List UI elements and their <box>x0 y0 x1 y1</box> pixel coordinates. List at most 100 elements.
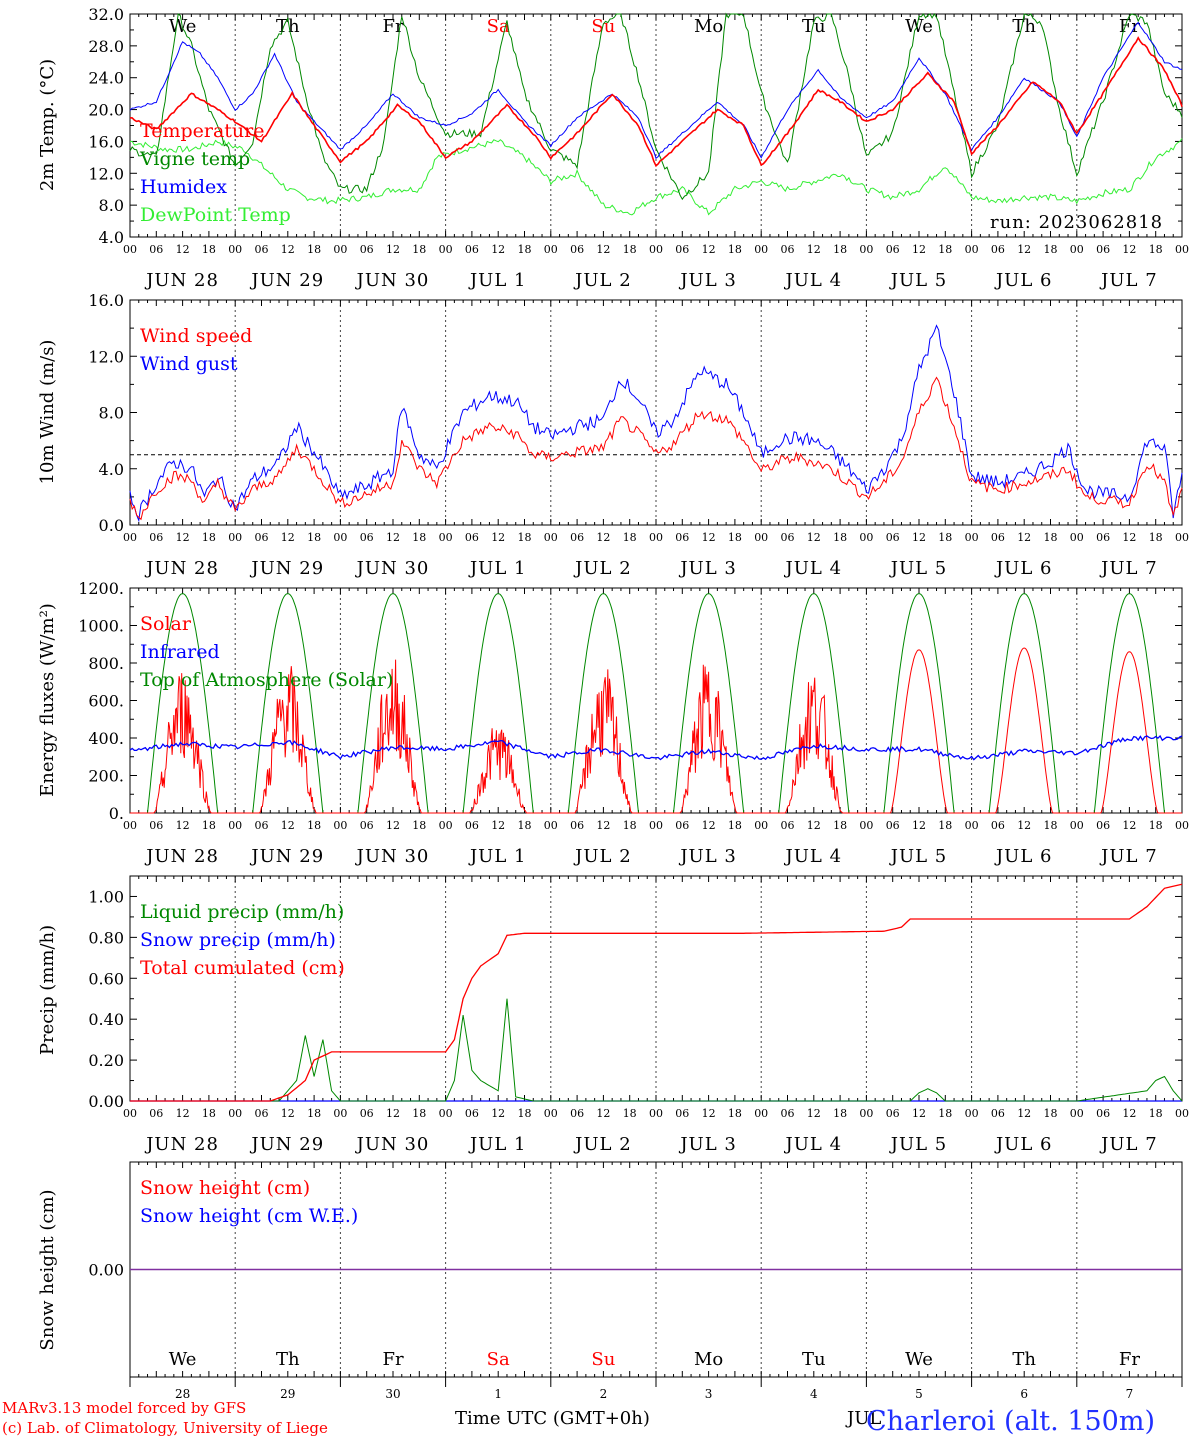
y-tick-label: 800. <box>88 654 124 673</box>
hour-tick-label: 00 <box>859 531 873 544</box>
hour-tick-label: 18 <box>307 531 321 544</box>
hour-tick-label: 12 <box>702 1107 716 1120</box>
legend-entry: DewPoint Temp <box>140 204 291 226</box>
hour-tick-label: 06 <box>675 819 689 832</box>
hour-tick-label: 18 <box>623 1107 637 1120</box>
hour-tick-label: 00 <box>649 243 663 256</box>
y-tick-label: 8.0 <box>99 196 124 215</box>
y-tick-label: 0.60 <box>88 969 124 988</box>
date-label: JUN 28 <box>144 558 219 579</box>
hour-tick-label: 00 <box>439 1107 453 1120</box>
y-tick-label: 24.0 <box>88 69 124 88</box>
date-label: JUL 3 <box>678 270 737 291</box>
hour-tick-label: 00 <box>1070 531 1084 544</box>
day-of-week-label: Tu <box>802 1349 826 1370</box>
hour-tick-label: 18 <box>623 531 637 544</box>
y-axis-label: Snow height (cm) <box>37 1189 58 1350</box>
date-label: JUN 30 <box>355 558 430 579</box>
credit-line-2: (c) Lab. of Climatology, University of L… <box>2 1419 328 1437</box>
day-of-week-label: Th <box>1012 16 1036 37</box>
hour-tick-label: 12 <box>912 819 926 832</box>
hour-tick-label: 18 <box>1149 819 1163 832</box>
hour-tick-label: 18 <box>728 243 742 256</box>
day-of-week-label: Mo <box>694 1349 723 1370</box>
hour-tick-label: 00 <box>333 1107 347 1120</box>
y-tick-label: 1200. <box>78 579 124 598</box>
hour-tick-label: 06 <box>149 243 163 256</box>
day-number-label: 1 <box>494 1387 502 1401</box>
hour-tick-label: 00 <box>649 531 663 544</box>
y-tick-label: 0.00 <box>88 1261 124 1280</box>
hour-tick-label: 18 <box>1149 1107 1163 1120</box>
hour-tick-label: 12 <box>386 819 400 832</box>
date-label: JUL 2 <box>573 1134 632 1155</box>
hour-tick-label: 18 <box>1044 243 1058 256</box>
date-label: JUL 4 <box>784 846 843 867</box>
hour-tick-label: 06 <box>149 819 163 832</box>
hour-tick-label: 06 <box>991 531 1005 544</box>
hour-tick-label: 06 <box>675 531 689 544</box>
day-of-week-label: Tu <box>802 16 826 37</box>
hour-tick-label: 06 <box>360 243 374 256</box>
legend-entry: Snow height (cm) <box>140 1177 310 1199</box>
hour-tick-label: 00 <box>333 243 347 256</box>
hour-tick-label: 18 <box>202 531 216 544</box>
panel-precip: 0.00 0.20 0.40 0.60 0.80 1.00 Precip (mm/h) 00 0… <box>37 875 1189 1155</box>
y-tick-label: 600. <box>88 692 124 711</box>
hour-tick-label: 12 <box>596 531 610 544</box>
hour-tick-label: 18 <box>938 1107 952 1120</box>
y-tick-label: 0.80 <box>88 928 124 947</box>
hour-tick-label: 06 <box>781 531 795 544</box>
legend-entry: Infrared <box>140 641 220 663</box>
hour-tick-label: 12 <box>596 243 610 256</box>
hour-tick-label: 00 <box>439 243 453 256</box>
hour-tick-label: 00 <box>228 819 242 832</box>
hour-tick-label: 12 <box>1122 819 1136 832</box>
hour-tick-label: 12 <box>596 819 610 832</box>
date-label: JUL 5 <box>889 270 948 291</box>
hour-tick-label: 00 <box>333 819 347 832</box>
series-line-total-cumulated <box>130 883 1183 1102</box>
y-tick-label: 0.20 <box>88 1051 124 1070</box>
hour-tick-label: 12 <box>281 819 295 832</box>
y-tick-label: 0.0 <box>99 516 124 535</box>
month-label: JUL <box>845 1408 881 1429</box>
hour-tick-label: 00 <box>965 243 979 256</box>
hour-tick-label: 00 <box>228 531 242 544</box>
date-label: JUL 7 <box>1099 846 1158 867</box>
hour-tick-label: 06 <box>991 1107 1005 1120</box>
hour-tick-label: 18 <box>938 531 952 544</box>
hour-tick-label: 12 <box>1017 243 1031 256</box>
hour-tick-label: 12 <box>1122 1107 1136 1120</box>
hour-tick-label: 12 <box>491 531 505 544</box>
hour-tick-label: 06 <box>570 531 584 544</box>
hour-tick-label: 00 <box>544 1107 558 1120</box>
date-label: JUL 6 <box>994 846 1053 867</box>
hour-tick-label: 12 <box>702 819 716 832</box>
day-number-label: 29 <box>280 1387 295 1401</box>
date-label: JUL 6 <box>994 270 1053 291</box>
panel-temp: 4.0 8.0 12.0 16.0 20.0 24.0 28.0 32.0 2m Temp. (… <box>37 5 1189 291</box>
hour-tick-label: 18 <box>412 819 426 832</box>
date-label: JUL 2 <box>573 846 632 867</box>
date-label: JUL 2 <box>573 270 632 291</box>
hour-tick-label: 00 <box>649 819 663 832</box>
y-tick-label: 4.0 <box>99 460 124 479</box>
date-label: JUL 6 <box>994 1134 1053 1155</box>
hour-tick-label: 12 <box>702 243 716 256</box>
date-label: JUN 28 <box>144 270 219 291</box>
hour-tick-label: 18 <box>728 1107 742 1120</box>
series-line-vigne-temp <box>129 12 1183 201</box>
hour-tick-label: 12 <box>807 243 821 256</box>
hour-tick-label: 12 <box>807 531 821 544</box>
hour-tick-label: 06 <box>886 1107 900 1120</box>
hour-tick-label: 06 <box>255 531 269 544</box>
hour-tick-label: 18 <box>518 819 532 832</box>
date-label: JUL 6 <box>994 558 1053 579</box>
hour-tick-label: 18 <box>1149 531 1163 544</box>
hour-tick-label: 18 <box>412 243 426 256</box>
hour-tick-label: 06 <box>781 1107 795 1120</box>
date-label: JUN 30 <box>355 846 430 867</box>
hour-tick-label: 00 <box>123 819 137 832</box>
panel-wind: 0.0 4.0 8.0 12.0 16.0 10m Wind (m/s) 00 06 12 18 0… <box>37 291 1189 579</box>
